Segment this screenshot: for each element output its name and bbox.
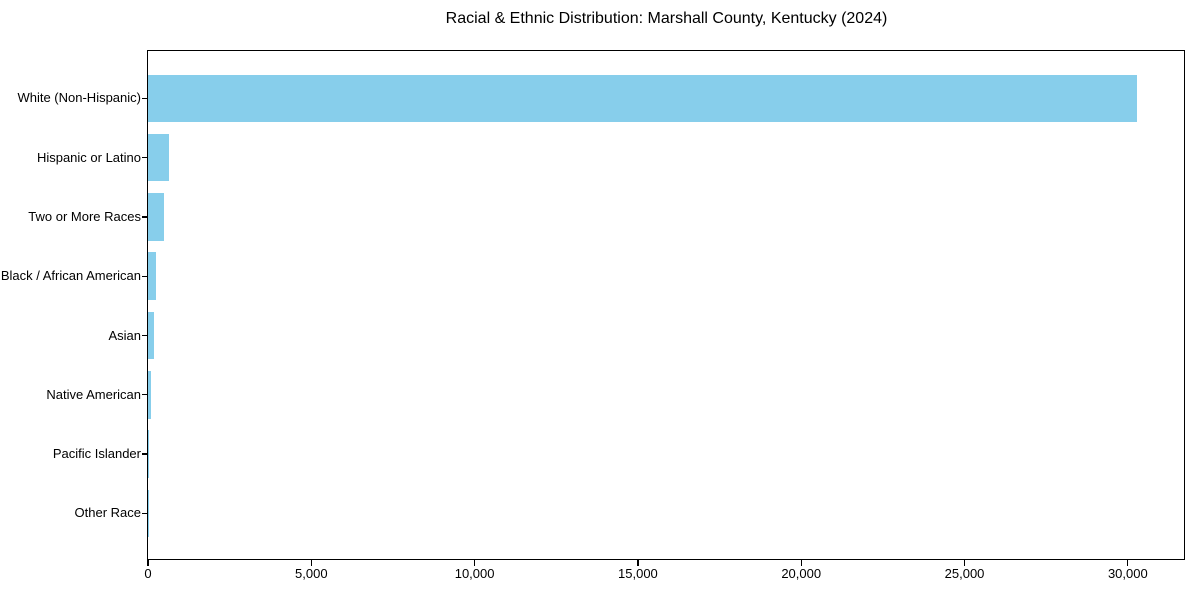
y-axis-label-pacific-islander: Pacific Islander — [52, 446, 141, 462]
x-axis-label-0: 0 — [144, 566, 152, 581]
plot-area — [147, 50, 1185, 560]
bar-asian — [148, 311, 154, 360]
x-axis-tickmark — [963, 560, 966, 566]
x-axis-label-30-000: 30,000 — [1107, 566, 1148, 581]
y-axis-tickmark — [142, 512, 148, 515]
y-axis-tickmark — [142, 156, 148, 159]
x-axis-label-15-000: 15,000 — [618, 566, 658, 581]
x-axis-tickmark — [637, 560, 639, 566]
x-axis-tickmark — [1127, 560, 1129, 566]
bar-black-african-american — [148, 252, 156, 300]
bar-native-american — [148, 371, 151, 419]
x-axis-tickmark — [310, 560, 312, 566]
y-axis-tickmark — [142, 394, 148, 396]
y-axis-label-white-non-hispanic: White (Non-Hispanic) — [17, 90, 141, 106]
y-axis-label-native-american: Native American — [46, 386, 141, 402]
y-axis-label-hispanic-or-latino: Hispanic or Latino — [36, 149, 141, 165]
x-axis-tickmark — [800, 560, 802, 566]
bar-two-or-more-races — [148, 193, 165, 241]
x-axis-label-5-000: 5,000 — [295, 566, 328, 581]
y-axis-label-two-or-more-races: Two or More Races — [28, 208, 141, 224]
y-axis-label-black-african-american: Black / African American — [0, 268, 141, 284]
y-axis-label-asian: Asian — [108, 327, 141, 343]
bar-hispanic-or-latino — [148, 133, 170, 182]
y-axis-tickmark — [142, 97, 148, 99]
x-axis-label-10-000: 10,000 — [454, 566, 495, 581]
y-axis-tickmark — [142, 334, 148, 337]
bar-pacific-islander — [148, 430, 149, 478]
x-axis-tickmark — [147, 560, 149, 566]
y-axis-tickmark — [142, 216, 148, 218]
chart-title: Racial & Ethnic Distribution: Marshall C… — [445, 10, 888, 27]
y-axis-label-other-race: Other Race — [74, 505, 141, 521]
x-axis-tickmark — [473, 560, 476, 566]
y-axis-tickmark — [142, 453, 148, 455]
y-axis-tickmark — [142, 275, 148, 277]
bar-white-non-hispanic — [148, 74, 1137, 123]
x-axis-label-20-000: 20,000 — [781, 566, 822, 581]
x-axis-label-25-000: 25,000 — [944, 566, 985, 581]
